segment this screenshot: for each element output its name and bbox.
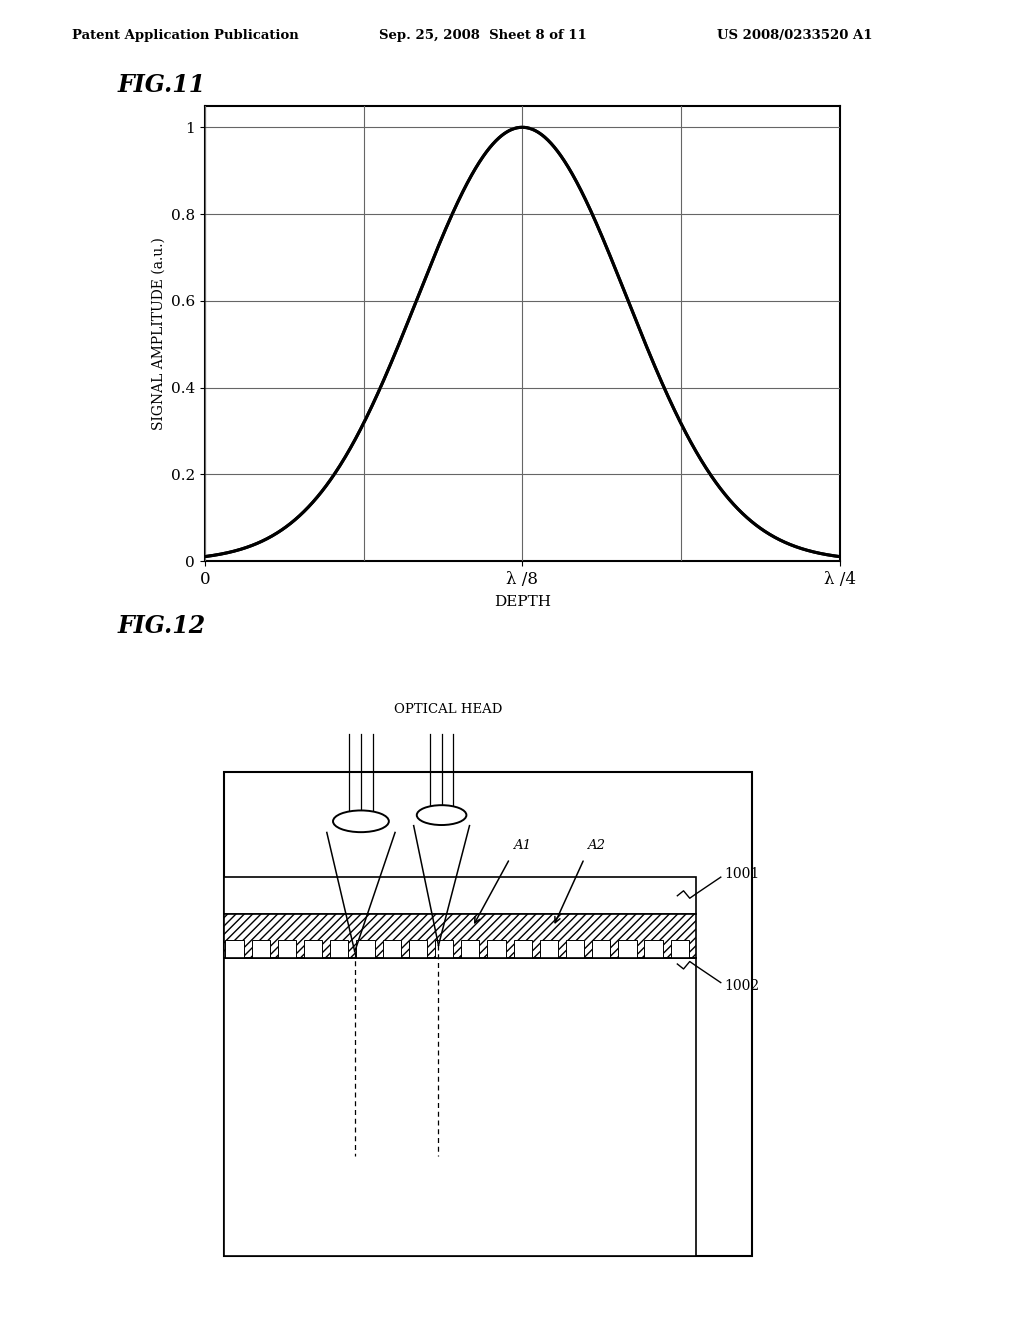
- Text: FIG.11: FIG.11: [118, 73, 206, 96]
- Bar: [487, 940, 506, 958]
- Bar: [409, 940, 427, 958]
- Bar: [592, 940, 610, 958]
- Bar: [671, 940, 689, 958]
- Bar: [224, 772, 752, 1255]
- Bar: [252, 940, 270, 958]
- Bar: [224, 958, 696, 1255]
- Y-axis label: SIGNAL AMPLITUDE (a.u.): SIGNAL AMPLITUDE (a.u.): [152, 236, 165, 430]
- Text: 1001: 1001: [724, 867, 759, 880]
- Bar: [224, 876, 696, 915]
- Bar: [513, 940, 531, 958]
- Bar: [540, 940, 558, 958]
- Bar: [618, 940, 637, 958]
- Bar: [566, 940, 585, 958]
- Text: US 2008/0233520 A1: US 2008/0233520 A1: [717, 29, 872, 42]
- Bar: [330, 940, 348, 958]
- Bar: [304, 940, 323, 958]
- Bar: [644, 940, 663, 958]
- Text: A1: A1: [513, 840, 530, 853]
- Ellipse shape: [333, 810, 389, 832]
- Text: OPTICAL HEAD: OPTICAL HEAD: [393, 704, 502, 717]
- Bar: [225, 940, 244, 958]
- Bar: [383, 940, 400, 958]
- X-axis label: DEPTH: DEPTH: [494, 595, 551, 609]
- Text: FIG.12: FIG.12: [118, 614, 206, 638]
- Bar: [224, 915, 696, 958]
- Bar: [356, 940, 375, 958]
- Bar: [461, 940, 479, 958]
- Bar: [278, 940, 296, 958]
- Text: A2: A2: [588, 840, 605, 853]
- Ellipse shape: [417, 805, 466, 825]
- Text: Sep. 25, 2008  Sheet 8 of 11: Sep. 25, 2008 Sheet 8 of 11: [379, 29, 587, 42]
- Bar: [435, 940, 454, 958]
- Text: 1002: 1002: [724, 978, 759, 993]
- Text: Patent Application Publication: Patent Application Publication: [72, 29, 298, 42]
